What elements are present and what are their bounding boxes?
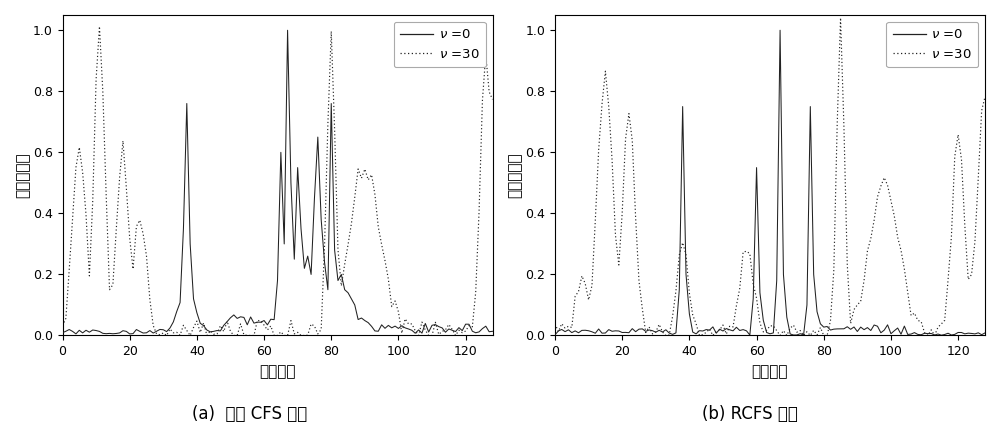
Y-axis label: 归一化幅度: 归一化幅度 xyxy=(508,152,522,198)
Legend: $\nu$ =0, $\nu$ =30: $\nu$ =0, $\nu$ =30 xyxy=(394,21,486,67)
Y-axis label: 归一化幅度: 归一化幅度 xyxy=(15,152,30,198)
Text: (b) RCFS 信号: (b) RCFS 信号 xyxy=(702,405,798,423)
Text: (a)  常规 CFS 信号: (a) 常规 CFS 信号 xyxy=(192,405,308,423)
Legend: $\nu$ =0, $\nu$ =30: $\nu$ =0, $\nu$ =30 xyxy=(886,21,978,67)
X-axis label: 距离单元: 距离单元 xyxy=(752,364,788,379)
X-axis label: 距离单元: 距离单元 xyxy=(259,364,296,379)
